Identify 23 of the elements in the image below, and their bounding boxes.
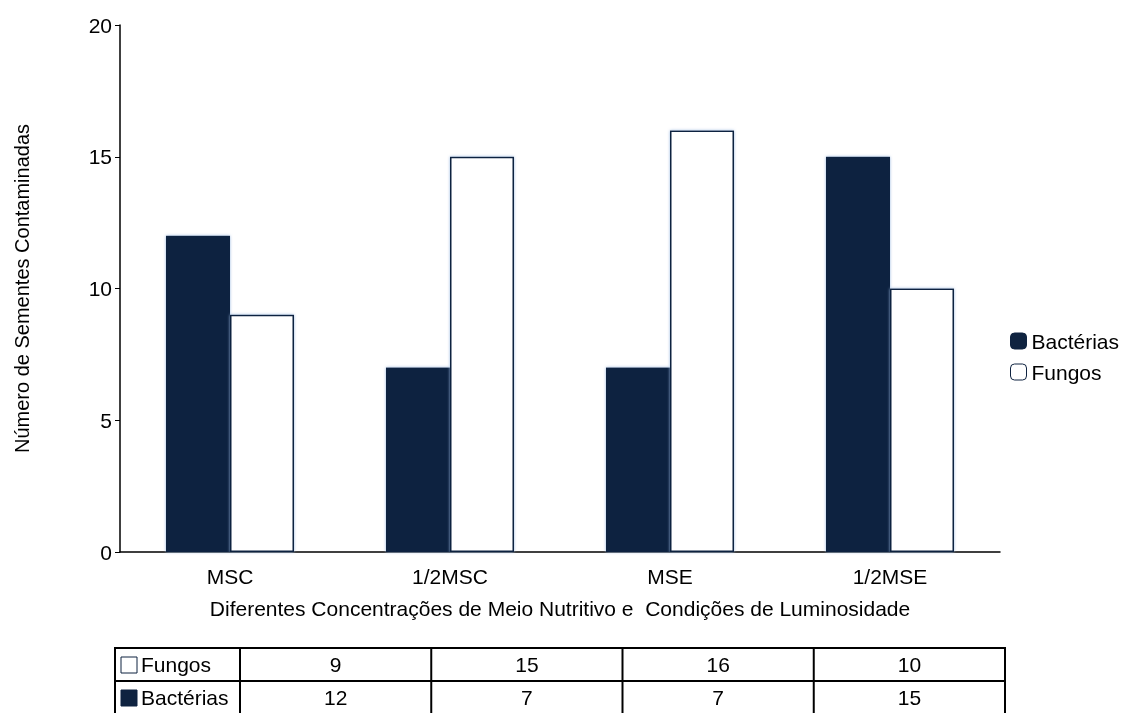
data-label: 7 — [521, 686, 533, 709]
text: Fungos — [141, 653, 212, 676]
x-tick-label: MSC — [206, 565, 254, 588]
y-tick-label: 5 — [100, 408, 112, 432]
data-label: 10 — [897, 653, 922, 676]
data-label: 9 — [329, 653, 342, 676]
y-tick-label: 10 — [88, 277, 112, 300]
data-label: 15 — [897, 686, 922, 709]
data-label: 12 — [323, 686, 348, 709]
legend-label: Bactérias — [141, 686, 229, 709]
y-tick-label: 15 — [88, 145, 112, 169]
data-label: 16 — [706, 653, 730, 676]
data-label: 7 — [712, 686, 724, 709]
y-tick-label: 20 — [88, 13, 112, 37]
y-tick-label: 0 — [100, 540, 112, 564]
text: Bactérias — [1031, 329, 1120, 353]
x-tick-label: MSE — [647, 565, 693, 588]
data-label: 15 — [515, 653, 539, 676]
x-tick-label: 1/2MSC — [412, 565, 488, 588]
legend-label: Fungos — [1031, 360, 1102, 384]
x-axis-title: Diferentes Concentrações de Meio Nutritivo e Condições de Luminosidade — [209, 597, 911, 620]
y-axis-title: Número de Sementes Contaminadas — [11, 123, 33, 454]
x-tick-label: 1/2MSE — [852, 565, 928, 588]
